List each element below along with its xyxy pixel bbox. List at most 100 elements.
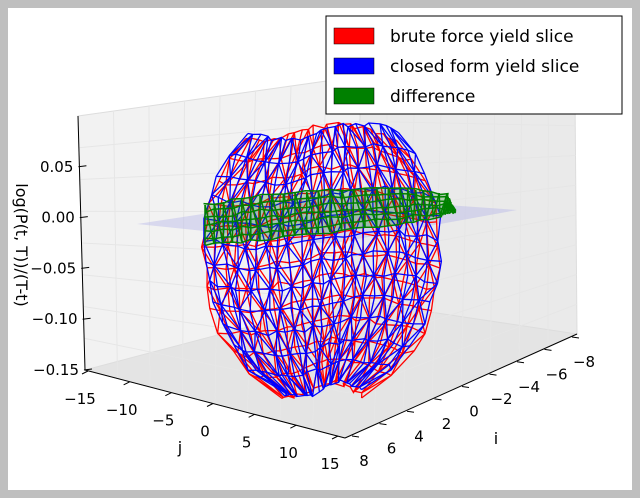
j-tick-label: 15 — [320, 455, 339, 473]
closed-form-wireframe-line — [361, 132, 443, 391]
j-axis-label: j — [177, 438, 182, 457]
brute-force-wireframe-line — [353, 133, 421, 392]
difference-wireframe-line — [259, 195, 273, 239]
i-tick-label: 0 — [469, 403, 479, 421]
z-tick-mark — [83, 368, 93, 371]
z-tick-label: −0.10 — [32, 310, 78, 328]
difference-wireframe-line — [425, 191, 433, 219]
z-tick-label: 0.00 — [41, 209, 74, 227]
gridline — [81, 242, 354, 258]
i-tick-mark — [434, 398, 442, 401]
z-tick-mark — [82, 317, 91, 320]
i-tick-label: −6 — [545, 365, 567, 383]
difference-wireframe — [203, 186, 457, 247]
i-tick-mark — [379, 423, 387, 426]
j-tick-mark — [248, 413, 255, 418]
closed-form-wireframe-line — [286, 140, 312, 396]
difference-wireframe-line — [329, 189, 343, 231]
difference-wireframe-line — [294, 192, 308, 235]
j-tick-label: 5 — [242, 433, 252, 451]
gridline — [346, 303, 577, 394]
closed-form-wireframe-line — [355, 125, 420, 388]
closed-form-wireframe-line — [222, 316, 426, 357]
legend-swatch — [333, 87, 375, 105]
j-tick-mark — [331, 435, 339, 440]
difference-wireframe-line — [419, 190, 425, 221]
z-tick-label: −0.05 — [30, 259, 76, 277]
difference-wireframe-line — [213, 203, 225, 244]
difference-wireframe-line — [282, 193, 296, 237]
i-tick-label: 8 — [359, 452, 369, 470]
closed-form-wireframe-line — [203, 229, 439, 271]
z-tick-label: 0.05 — [40, 158, 73, 176]
difference-wireframe-line — [387, 188, 401, 225]
j-axis-ticks: −15 −10 −5 0 5 10 15 — [64, 370, 340, 473]
difference-wireframe-line — [204, 204, 215, 245]
axis-lines — [77, 115, 578, 439]
difference-wireframe-line — [364, 188, 378, 227]
difference-wireframe-line — [352, 189, 366, 229]
difference-wireframe-line — [375, 188, 390, 226]
i-tick-mark — [516, 361, 525, 364]
i-tick-mark — [461, 386, 470, 388]
legend-box — [325, 15, 623, 115]
closed-form-wireframe-line — [309, 133, 321, 393]
closed-form-wireframe-line — [221, 133, 286, 397]
j-tick-mark — [165, 392, 172, 397]
difference-wireframe-line — [222, 201, 234, 243]
z-tick-mark — [78, 165, 87, 168]
closed-form-wireframe-line — [209, 251, 439, 292]
difference-wireframe-line — [340, 189, 355, 230]
gridline — [353, 214, 577, 258]
i-tick-label: −2 — [490, 390, 512, 408]
difference-wireframe-line — [305, 191, 320, 234]
difference-wireframe-line — [438, 192, 441, 217]
i-tick-label: −4 — [518, 378, 540, 396]
j-tick-label: 0 — [200, 423, 210, 441]
z-axis-label: log(P(t, T))/(T-t) — [12, 183, 31, 306]
legend: brute force yield slice closed form yield… — [325, 15, 623, 115]
difference-wireframe-line — [399, 187, 408, 223]
closed-form-wireframe-line — [220, 294, 426, 332]
legend-label: closed form yield slice — [390, 57, 579, 77]
z-tick-mark — [79, 216, 88, 219]
j-tick-mark — [81, 370, 89, 375]
closed-form-wireframe-line — [228, 123, 416, 164]
legend-label: brute force yield slice — [390, 27, 574, 47]
i-tick-mark — [571, 336, 580, 339]
closed-form-wireframe-line — [244, 140, 298, 396]
closed-form-wireframe — [203, 122, 443, 398]
i-tick-mark — [406, 410, 415, 413]
difference-wireframe-line — [270, 194, 285, 238]
legend-swatch — [333, 27, 375, 45]
closed-form-wireframe-line — [330, 123, 357, 386]
closed-form-wireframe-line — [209, 273, 438, 312]
gridline — [84, 337, 348, 394]
i-tick-mark — [544, 348, 552, 351]
closed-form-wireframe-line — [241, 338, 403, 377]
difference-wireframe-line — [240, 198, 252, 241]
j-tick-label: 10 — [279, 444, 298, 462]
difference-wireframe-line — [317, 190, 331, 233]
difference-wireframe-line — [432, 192, 440, 218]
closed-form-wireframe-line — [265, 140, 306, 396]
legend-swatch — [333, 57, 375, 75]
j-tick-label: −5 — [152, 412, 174, 430]
z-tick-label: −0.15 — [33, 361, 79, 379]
j-tick-label: −10 — [106, 401, 138, 419]
i-tick-label: 4 — [414, 427, 424, 445]
gridline — [489, 88, 496, 374]
i-tick-label: 2 — [442, 415, 452, 433]
difference-wireframe-line — [407, 188, 415, 222]
i-tick-mark — [351, 435, 360, 438]
closed-form-wireframe-line — [228, 145, 417, 185]
legend-label: difference — [390, 87, 475, 107]
z-axis-ticks: −0.15 −0.10 −0.05 0.00 0.05 — [30, 158, 93, 379]
i-axis-label: i — [494, 429, 498, 448]
difference-wireframe-line — [412, 189, 417, 222]
j-tick-mark — [123, 381, 130, 386]
difference-wireframe-line — [231, 200, 243, 242]
j-tick-mark — [206, 403, 214, 407]
z-tick-mark — [81, 266, 90, 269]
